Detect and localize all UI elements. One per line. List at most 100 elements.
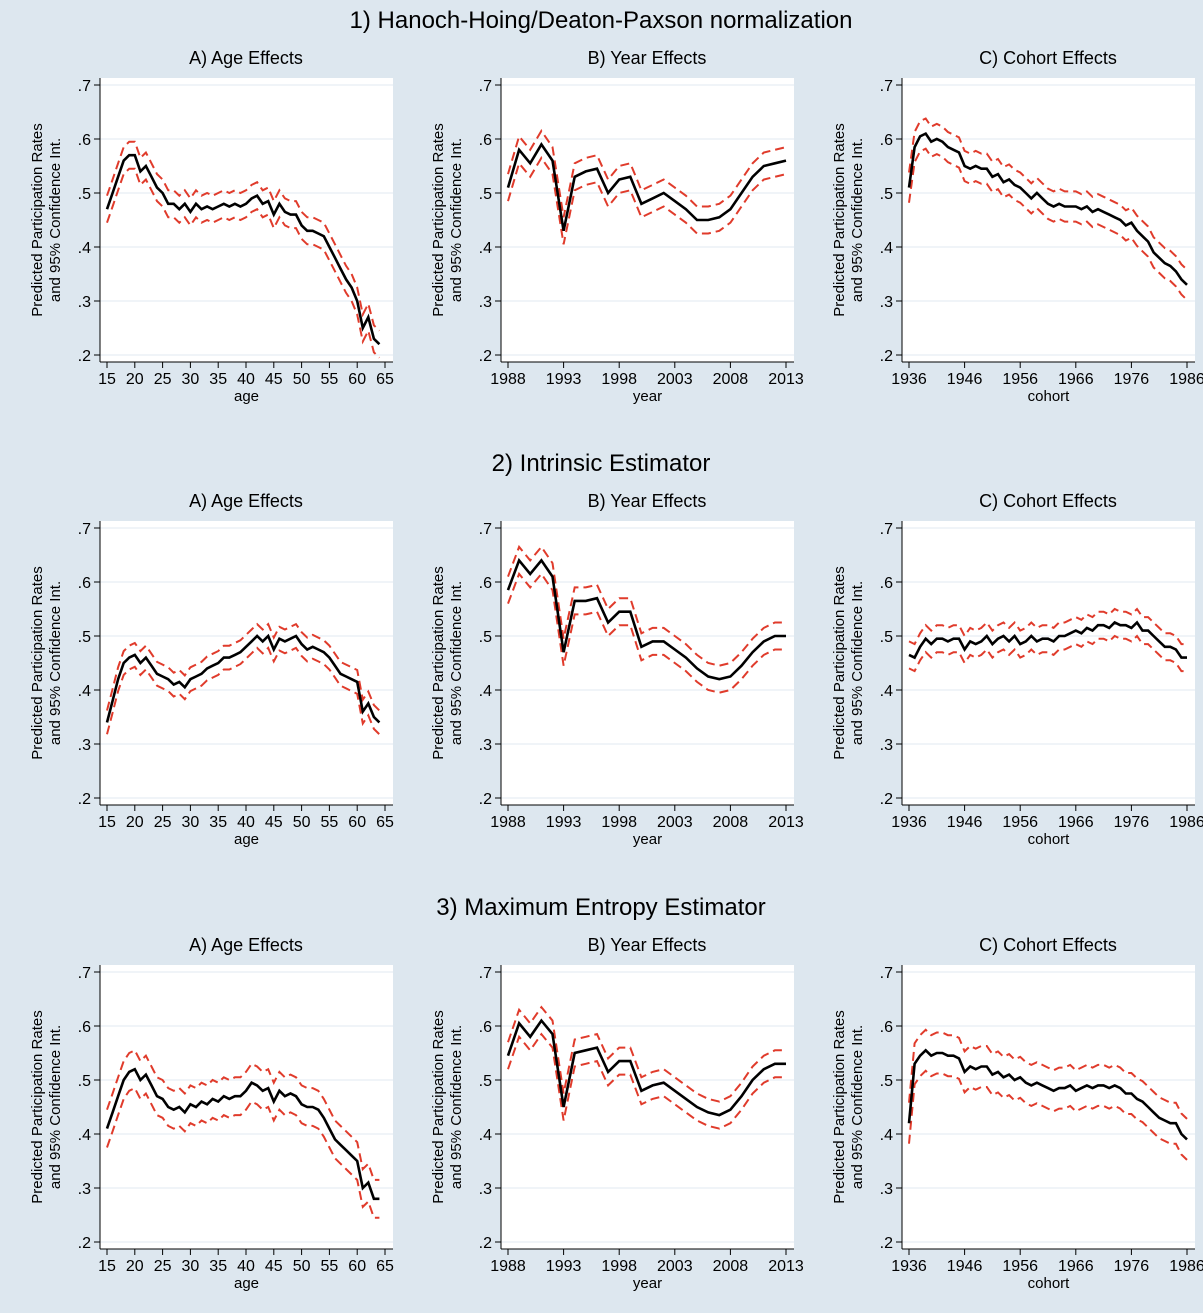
ci-upper-line	[507, 544, 786, 667]
x-axis-label: cohort	[1028, 1275, 1071, 1292]
y-tick-label: .4	[880, 240, 893, 257]
y-axis-label-line: and 95% Confidence Int.	[849, 1025, 866, 1189]
y-tick-label: .2	[78, 348, 91, 365]
row-title: 2) Intrinsic Estimator	[492, 450, 711, 477]
y-tick-label: .6	[78, 1019, 91, 1036]
x-tick-label: 45	[265, 1258, 283, 1275]
panel-title: A) Age Effects	[189, 491, 303, 511]
y-tick-label: .4	[880, 683, 893, 700]
y-axis-label-line: and 95% Confidence Int.	[448, 1025, 465, 1189]
x-tick-label: 1998	[601, 371, 637, 388]
x-tick-label: 1956	[1002, 814, 1038, 831]
x-axis-label: year	[633, 1275, 662, 1292]
y-tick-label: .2	[78, 791, 91, 808]
y-axis-label-line: Predicted Participation Rates	[831, 1010, 848, 1203]
y-tick-label: .3	[479, 737, 492, 754]
estimate-line	[907, 1048, 1188, 1141]
y-axis-label: Predicted Participation Ratesand 95% Con…	[29, 566, 64, 759]
y-tick-label: .7	[479, 78, 492, 95]
panel-title: C) Cohort Effects	[979, 491, 1117, 511]
y-tick-label: .7	[880, 521, 893, 538]
x-tick-label: 60	[348, 1258, 366, 1275]
x-tick-label: 25	[154, 1258, 172, 1275]
x-axis-label: year	[633, 388, 662, 405]
x-tick-label: 30	[182, 371, 200, 388]
ci-upper-line	[507, 129, 787, 218]
y-tick-label: .6	[880, 575, 893, 592]
x-tick-label: 35	[209, 1258, 227, 1275]
plot-area	[902, 521, 1195, 805]
y-tick-label: .5	[78, 629, 91, 646]
x-tick-label: 35	[209, 814, 227, 831]
x-tick-label: 1988	[490, 1258, 526, 1275]
x-tick-label: 40	[237, 1258, 255, 1275]
x-tick-label: 45	[265, 371, 283, 388]
x-tick-label: 65	[376, 371, 394, 388]
x-tick-label: 55	[321, 814, 339, 831]
panel-title: B) Year Effects	[588, 48, 707, 68]
y-tick-label: .3	[880, 737, 893, 754]
x-tick-label: 1966	[1058, 814, 1094, 831]
ci-lower-line	[507, 1032, 786, 1130]
ci-upper-line	[106, 1048, 380, 1181]
y-axis-label-line: Predicted Participation Rates	[29, 566, 46, 759]
panel-1-a: A) Age Effects .2 .3 .4 .5 .6 .7 15 20 25 30 35 40 45…	[29, 48, 394, 405]
plot-area	[501, 965, 794, 1249]
y-axis-label-line: and 95% Confidence Int.	[448, 138, 465, 302]
y-tick-label: .3	[479, 294, 492, 311]
y-axis-label: Predicted Participation Ratesand 95% Con…	[29, 123, 64, 316]
x-tick-label: 1946	[947, 814, 983, 831]
plot-area	[100, 965, 393, 1249]
y-axis-label-line: and 95% Confidence Int.	[849, 138, 866, 302]
y-axis-label-line: and 95% Confidence Int.	[47, 581, 64, 745]
x-axis-label: cohort	[1028, 388, 1071, 405]
y-axis-label: Predicted Participation Ratesand 95% Con…	[430, 566, 465, 759]
y-tick-label: .7	[880, 965, 893, 982]
y-tick-label: .5	[880, 186, 893, 203]
y-tick-label: .2	[479, 348, 492, 365]
ci-upper-line	[106, 140, 381, 332]
ci-upper-line	[106, 622, 381, 712]
panel-2-c: C) Cohort Effects .2 .3 .4 .5 .6 .7 1936 1946 195…	[831, 491, 1203, 848]
row-title: 1) Hanoch-Hoing/Deaton-Paxson normalizat…	[350, 7, 853, 34]
y-tick-label: .4	[479, 683, 492, 700]
y-tick-label: .2	[880, 348, 893, 365]
y-tick-label: .7	[78, 965, 91, 982]
y-tick-label: .4	[479, 240, 492, 257]
x-tick-label: 25	[154, 371, 172, 388]
x-tick-label: 1976	[1114, 1258, 1150, 1275]
x-tick-label: 55	[321, 1258, 339, 1275]
y-tick-label: .6	[880, 1019, 893, 1036]
estimate-line	[506, 1018, 786, 1117]
x-tick-label: 15	[98, 371, 116, 388]
panel-title: B) Year Effects	[588, 935, 707, 955]
x-tick-label: 1986	[1169, 371, 1203, 388]
y-axis-label-line: Predicted Participation Rates	[430, 123, 447, 316]
plot-area	[902, 965, 1195, 1249]
ci-upper-line	[507, 1005, 786, 1103]
x-tick-label: 15	[98, 814, 116, 831]
x-tick-label: 1998	[601, 814, 637, 831]
estimate-line	[506, 141, 787, 232]
y-tick-label: .7	[880, 78, 893, 95]
y-axis-label-line: and 95% Confidence Int.	[47, 138, 64, 302]
x-tick-label: 60	[348, 371, 366, 388]
y-axis-label: Predicted Participation Ratesand 95% Con…	[831, 566, 866, 759]
x-tick-label: 1976	[1114, 371, 1150, 388]
x-tick-label: 65	[376, 814, 394, 831]
estimate-line	[105, 1067, 380, 1201]
x-tick-label: 1936	[891, 371, 927, 388]
x-tick-label: 2013	[768, 371, 804, 388]
x-tick-label: 2008	[713, 1258, 749, 1275]
y-axis-label-line: Predicted Participation Rates	[29, 1010, 46, 1203]
y-tick-label: .2	[479, 791, 492, 808]
x-axis-label: age	[234, 1275, 259, 1292]
panel-title: C) Cohort Effects	[979, 48, 1117, 68]
x-tick-label: 2013	[768, 1258, 804, 1275]
y-axis-label-line: and 95% Confidence Int.	[47, 1025, 64, 1189]
panel-title: A) Age Effects	[189, 935, 303, 955]
y-axis-label-line: Predicted Participation Rates	[29, 123, 46, 316]
x-tick-label: 1956	[1002, 371, 1038, 388]
x-tick-label: 2003	[657, 1258, 693, 1275]
